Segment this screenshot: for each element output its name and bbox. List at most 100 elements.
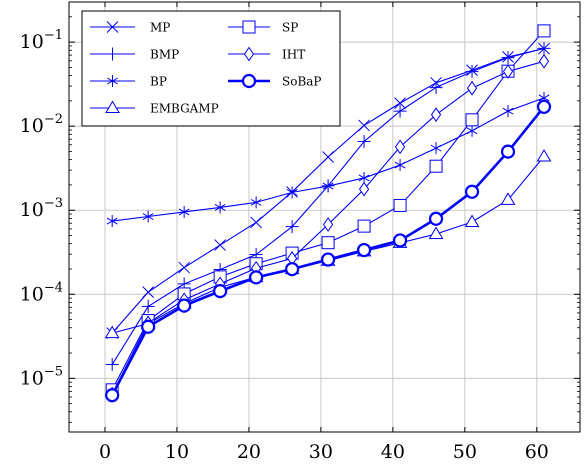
data-point bbox=[358, 119, 370, 132]
x-tick-label: 40 bbox=[381, 441, 405, 463]
data-point bbox=[500, 144, 516, 159]
legend-entry-sp: SP bbox=[228, 20, 298, 35]
data-point bbox=[320, 252, 336, 267]
marker-triangle bbox=[104, 325, 120, 339]
data-point bbox=[105, 388, 120, 403]
marker-triangle bbox=[464, 214, 480, 228]
marker-diamond bbox=[466, 80, 478, 96]
marker-stroke bbox=[322, 182, 334, 190]
data-point bbox=[430, 107, 442, 123]
legend-entry-mp: MP bbox=[90, 21, 170, 35]
marker-circle bbox=[241, 73, 257, 89]
x-tick-label: 20 bbox=[237, 441, 261, 463]
data-point bbox=[537, 24, 551, 38]
data-point bbox=[501, 51, 515, 65]
legend-entry-iht: IHT bbox=[228, 46, 305, 62]
legend-label: EMBGAMP bbox=[150, 102, 219, 116]
data-point bbox=[429, 80, 443, 94]
marker-square bbox=[321, 236, 335, 250]
marker-square bbox=[537, 24, 551, 38]
data-point bbox=[429, 159, 443, 173]
marker-triangle bbox=[536, 148, 552, 162]
data-point bbox=[104, 325, 120, 339]
marker-circle bbox=[392, 233, 408, 248]
marker-diamond bbox=[430, 107, 442, 123]
marker-circle bbox=[105, 388, 120, 403]
series-layer bbox=[104, 24, 552, 403]
data-point bbox=[214, 201, 226, 214]
data-point bbox=[105, 358, 119, 372]
marker-stroke bbox=[142, 213, 154, 220]
series-points-bmp bbox=[105, 41, 551, 372]
data-point bbox=[286, 186, 298, 199]
data-point bbox=[538, 53, 550, 69]
legend-entry-bp: BP bbox=[90, 75, 167, 89]
data-point bbox=[465, 65, 479, 79]
marker-stroke bbox=[394, 161, 406, 169]
marker-circle bbox=[464, 184, 480, 199]
legend-label: SP bbox=[282, 21, 298, 35]
marker-stroke bbox=[214, 239, 226, 251]
marker-stroke bbox=[178, 261, 191, 274]
marker-triangle bbox=[500, 192, 516, 205]
marker-stroke bbox=[106, 21, 119, 33]
legend-label: MP bbox=[150, 21, 170, 35]
marker-diamond bbox=[358, 181, 370, 197]
data-point bbox=[394, 139, 406, 155]
data-point bbox=[428, 211, 444, 226]
data-point bbox=[357, 135, 371, 149]
data-point bbox=[464, 214, 480, 228]
marker-stroke bbox=[538, 94, 550, 102]
data-point bbox=[141, 319, 156, 334]
data-point bbox=[464, 184, 480, 199]
y-tick-label: 10−1 bbox=[20, 28, 63, 53]
legend-entry-bmp: BMP bbox=[90, 47, 179, 62]
data-point bbox=[285, 220, 299, 234]
legend-entry-embgamp: EMBGAMP bbox=[90, 100, 219, 116]
x-tick-label: 0 bbox=[99, 441, 111, 463]
marker-diamond bbox=[322, 217, 334, 232]
data-point bbox=[536, 99, 552, 114]
marker-stroke bbox=[358, 174, 370, 182]
marker-circle bbox=[428, 211, 444, 226]
marker-stroke bbox=[142, 286, 155, 299]
data-point bbox=[321, 236, 335, 250]
x-tick-label: 60 bbox=[525, 441, 549, 463]
marker-square bbox=[242, 20, 256, 34]
marker-circle bbox=[213, 284, 228, 299]
data-point bbox=[142, 286, 155, 299]
data-point bbox=[394, 97, 406, 109]
marker-stroke bbox=[106, 217, 118, 225]
data-point bbox=[214, 239, 226, 251]
x-tick-label: 50 bbox=[453, 441, 477, 463]
data-point bbox=[322, 151, 334, 163]
data-point bbox=[358, 181, 370, 197]
marker-circle bbox=[141, 319, 156, 334]
y-tick-label: 10−4 bbox=[20, 280, 63, 305]
marker-stroke bbox=[430, 144, 442, 152]
series-bp bbox=[106, 91, 550, 228]
data-point bbox=[250, 196, 262, 209]
marker-circle bbox=[285, 262, 300, 277]
data-point bbox=[178, 205, 190, 218]
y-tick-label: 10−2 bbox=[20, 112, 63, 137]
data-point bbox=[177, 298, 192, 313]
marker-square bbox=[429, 159, 443, 173]
data-point bbox=[322, 180, 334, 193]
data-point bbox=[430, 142, 442, 155]
marker-diamond bbox=[502, 64, 514, 79]
legend-label: BMP bbox=[150, 48, 179, 62]
data-point bbox=[465, 113, 479, 127]
marker-stroke bbox=[358, 119, 370, 132]
legend: MP BMP BP EMBGAMP SP IHT SoBaP bbox=[81, 10, 341, 127]
marker-diamond bbox=[394, 139, 406, 155]
data-point bbox=[285, 262, 300, 277]
data-point bbox=[357, 219, 371, 233]
marker-circle bbox=[320, 252, 336, 267]
marker-square bbox=[357, 219, 371, 233]
data-point bbox=[141, 299, 155, 313]
marker-circle bbox=[249, 270, 264, 285]
marker-diamond bbox=[538, 53, 550, 69]
data-point bbox=[106, 215, 118, 228]
data-point bbox=[466, 80, 478, 96]
